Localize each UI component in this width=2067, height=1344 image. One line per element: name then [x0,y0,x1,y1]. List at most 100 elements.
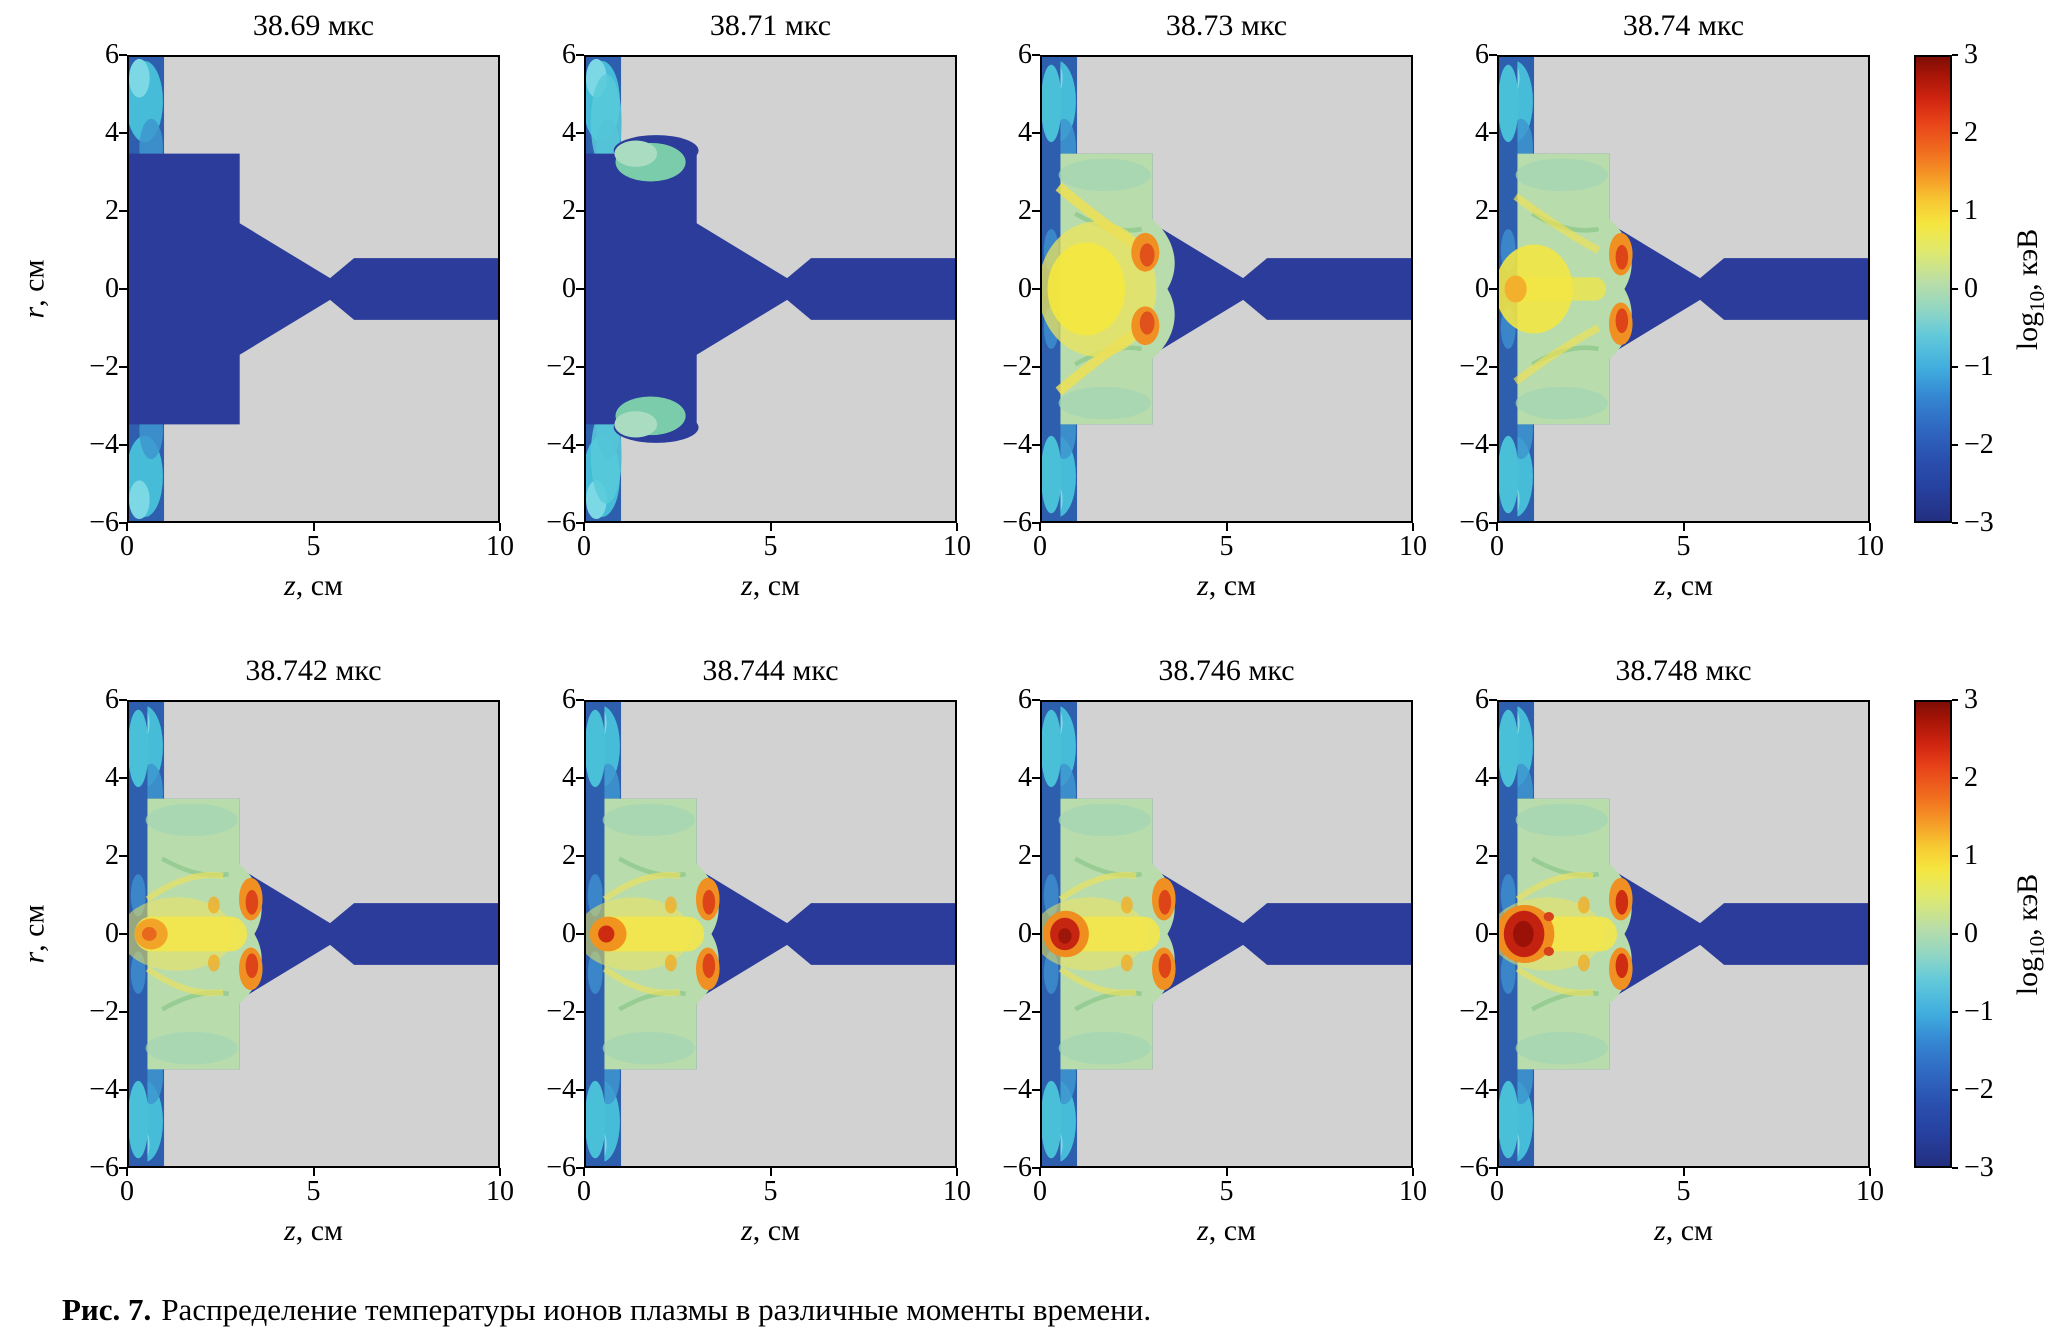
x-tick-mark [583,1168,585,1176]
y-tick-mark [119,699,127,701]
y-tick-mark [119,444,127,446]
heatmap-svg [1042,57,1411,521]
x-tick-label: 0 [577,1176,591,1207]
y-tick-mark [576,210,584,212]
y-tick-label: 4 [105,762,119,793]
caption-text: Распределение температуры ионов плазмы в… [161,1292,1152,1327]
y-tick-mark [576,1089,584,1091]
y-tick-mark [1489,1167,1497,1169]
x-tick-mark [499,523,501,531]
heatmap-plot [1497,700,1870,1168]
x-tick-mark [769,1168,772,1176]
y-tick-label: 6 [1475,39,1489,70]
y-tick-label: −2 [1459,996,1489,1027]
x-tick-mark [1496,1168,1498,1176]
y-tick-mark [576,1011,584,1013]
y-tick-mark [1032,699,1040,701]
x-tick-mark [1225,523,1228,531]
heatmap-svg [586,702,955,1166]
x-axis-label: z, см [1654,1214,1713,1247]
colorbar-tick-label: 2 [1964,762,1978,793]
x-tick-mark [1039,1168,1041,1176]
y-tick-mark [1489,777,1497,779]
y-tick-label: 0 [1475,273,1489,304]
y-tick-mark [1032,1011,1040,1013]
y-tick-label: 6 [1475,684,1489,715]
y-tick-label: 0 [562,273,576,304]
panel-title: 38.748 мкс [1615,654,1752,687]
y-tick-label: −4 [89,1074,119,1105]
y-tick-mark [1489,855,1497,857]
x-tick-mark [312,523,315,531]
y-tick-label: −6 [546,507,576,538]
y-tick-mark [119,132,127,134]
y-tick-mark [576,1167,584,1169]
x-tick-mark [126,1168,128,1176]
colorbar-tick-mark [1952,933,1958,935]
x-tick-label: 10 [1399,531,1427,562]
y-axis-label: r, см [14,55,54,523]
y-tick-mark [119,522,127,524]
x-tick-label: 10 [1856,1176,1884,1207]
y-tick-mark [1489,699,1497,701]
y-tick-mark [1032,1089,1040,1091]
y-tick-label: 4 [562,117,576,148]
x-tick-label: 0 [120,531,134,562]
y-tick-mark [1032,132,1040,134]
y-tick-label: 4 [562,762,576,793]
colorbar-tick-label: −3 [1964,1152,1994,1183]
x-tick-label: 10 [1856,531,1884,562]
y-tick-label: 2 [1018,840,1032,871]
y-tick-label: 4 [1475,117,1489,148]
heatmap-plot [584,55,957,523]
x-tick-mark [312,1168,315,1176]
heatmap-plot [584,700,957,1168]
y-tick-mark [576,777,584,779]
y-tick-mark [576,855,584,857]
y-tick-label: −2 [1002,351,1032,382]
y-tick-mark [119,366,127,368]
y-tick-label: −6 [89,507,119,538]
heatmap-plot [1497,55,1870,523]
heatmap-svg [586,57,955,521]
y-tick-label: 2 [105,195,119,226]
y-tick-mark [119,54,127,56]
y-tick-label: 0 [1018,273,1032,304]
x-tick-label: 0 [1033,531,1047,562]
y-tick-label: 0 [1018,918,1032,949]
y-tick-label: 2 [1475,195,1489,226]
x-tick-mark [1412,523,1414,531]
y-tick-mark [576,933,584,935]
colorbar-tick-mark [1952,699,1958,701]
y-tick-mark [1489,366,1497,368]
x-axis-label: z, см [284,1214,343,1247]
x-tick-mark [583,523,585,531]
y-tick-label: −6 [1459,507,1489,538]
colorbar-tick-label: 1 [1964,195,1978,226]
y-tick-mark [1032,777,1040,779]
colorbar-tick-mark [1952,288,1958,290]
x-tick-label: 10 [1399,1176,1427,1207]
y-tick-mark [119,1089,127,1091]
y-tick-label: 4 [1475,762,1489,793]
colorbar [1914,55,1952,523]
x-axis-label: z, см [741,1214,800,1247]
colorbar-tick-mark [1952,132,1958,134]
heatmap-plot [127,700,500,1168]
x-tick-mark [1225,1168,1228,1176]
colorbar-label: log10, кэВ [2000,700,2062,1168]
x-tick-mark [126,523,128,531]
figure-caption: Рис. 7. Распределение температуры ионов п… [62,1292,1151,1328]
y-tick-mark [576,699,584,701]
y-tick-label: 4 [1018,117,1032,148]
y-tick-mark [119,777,127,779]
x-tick-label: 0 [1490,1176,1504,1207]
x-axis-label: z, см [1197,569,1256,602]
panel-title: 38.73 мкс [1165,9,1288,42]
colorbar-tick-label: 1 [1964,840,1978,871]
y-tick-mark [576,288,584,290]
x-tick-mark [1869,523,1871,531]
x-tick-label: 5 [306,1176,321,1207]
y-tick-mark [1032,288,1040,290]
